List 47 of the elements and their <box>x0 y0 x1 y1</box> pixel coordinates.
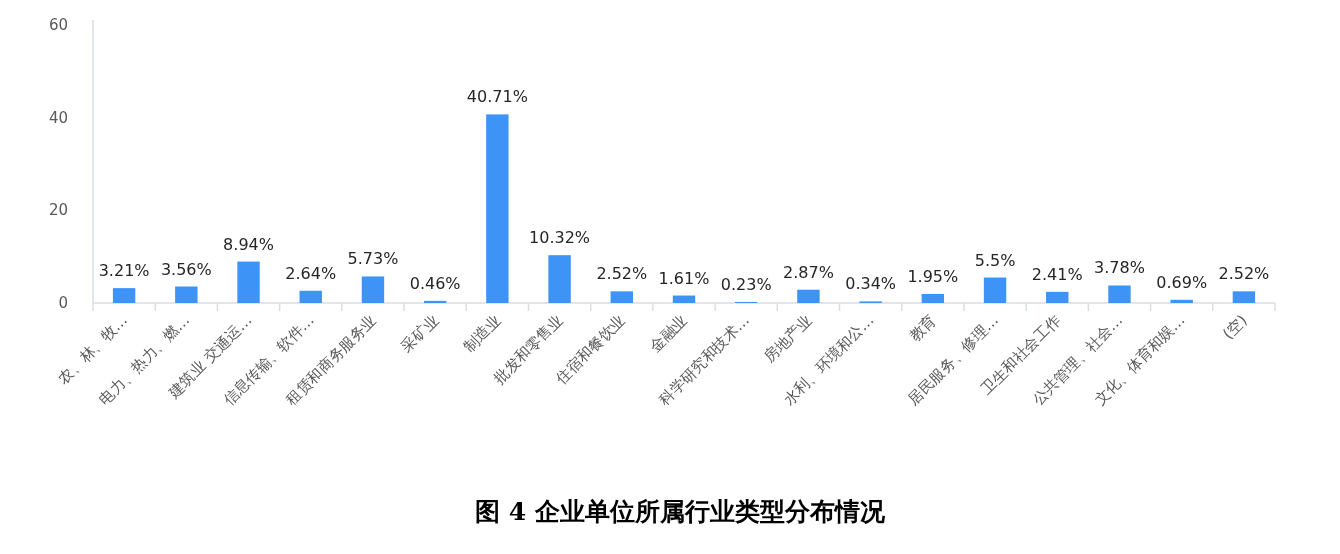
data-label: 2.64% <box>285 263 337 283</box>
data-label: 8.94% <box>223 234 274 254</box>
x-tick-label: (空) <box>1219 311 1251 343</box>
bar <box>921 293 945 303</box>
data-label: 40.71% <box>466 87 528 107</box>
y-tick-label: 20 <box>48 201 68 220</box>
bar <box>983 277 1007 303</box>
bar <box>797 289 820 303</box>
y-tick-label: 0 <box>58 294 68 312</box>
bar <box>486 114 509 303</box>
bar <box>361 276 385 303</box>
bar <box>1108 285 1131 303</box>
bar <box>1046 291 1069 303</box>
bar <box>423 300 447 303</box>
y-tick-label: 40 <box>48 108 68 127</box>
data-label: 3.78% <box>1094 258 1145 278</box>
x-tick-label: 采矿业 <box>397 311 442 356</box>
data-label: 5.73% <box>347 249 399 269</box>
bar <box>175 286 198 303</box>
data-label: 0.34% <box>845 274 897 294</box>
bar <box>610 291 633 303</box>
bar <box>112 288 136 303</box>
data-label: 3.21% <box>98 261 150 281</box>
data-label: 0.46% <box>409 273 461 293</box>
y-tick-label: 60 <box>48 16 68 34</box>
data-label: 0.23% <box>720 274 772 294</box>
x-tick-label: 房地产业 <box>760 311 816 367</box>
bar <box>1232 291 1256 303</box>
data-label: 5.5% <box>974 250 1016 270</box>
bar <box>548 255 571 303</box>
x-tick-label: 制造业 <box>459 311 505 356</box>
x-tick-label: 金融业 <box>646 311 691 356</box>
data-label: 1.61% <box>658 268 710 288</box>
bar <box>672 295 696 303</box>
data-label: 0.69% <box>1156 272 1208 292</box>
data-label: 1.95% <box>907 266 959 286</box>
x-tick-label: 教育 <box>905 311 940 346</box>
text: 图 4 企业单位所属行业类型分布情况 <box>475 497 886 526</box>
data-label: 2.41% <box>1031 264 1083 284</box>
bar <box>299 290 322 303</box>
bar <box>1170 299 1193 303</box>
data-label: 10.32% <box>529 228 591 248</box>
bar <box>237 261 260 303</box>
data-label: 2.52% <box>1218 264 1270 284</box>
data-label: 3.56% <box>160 259 212 279</box>
data-label: 2.52% <box>596 264 648 284</box>
data-label: 2.87% <box>783 262 834 282</box>
